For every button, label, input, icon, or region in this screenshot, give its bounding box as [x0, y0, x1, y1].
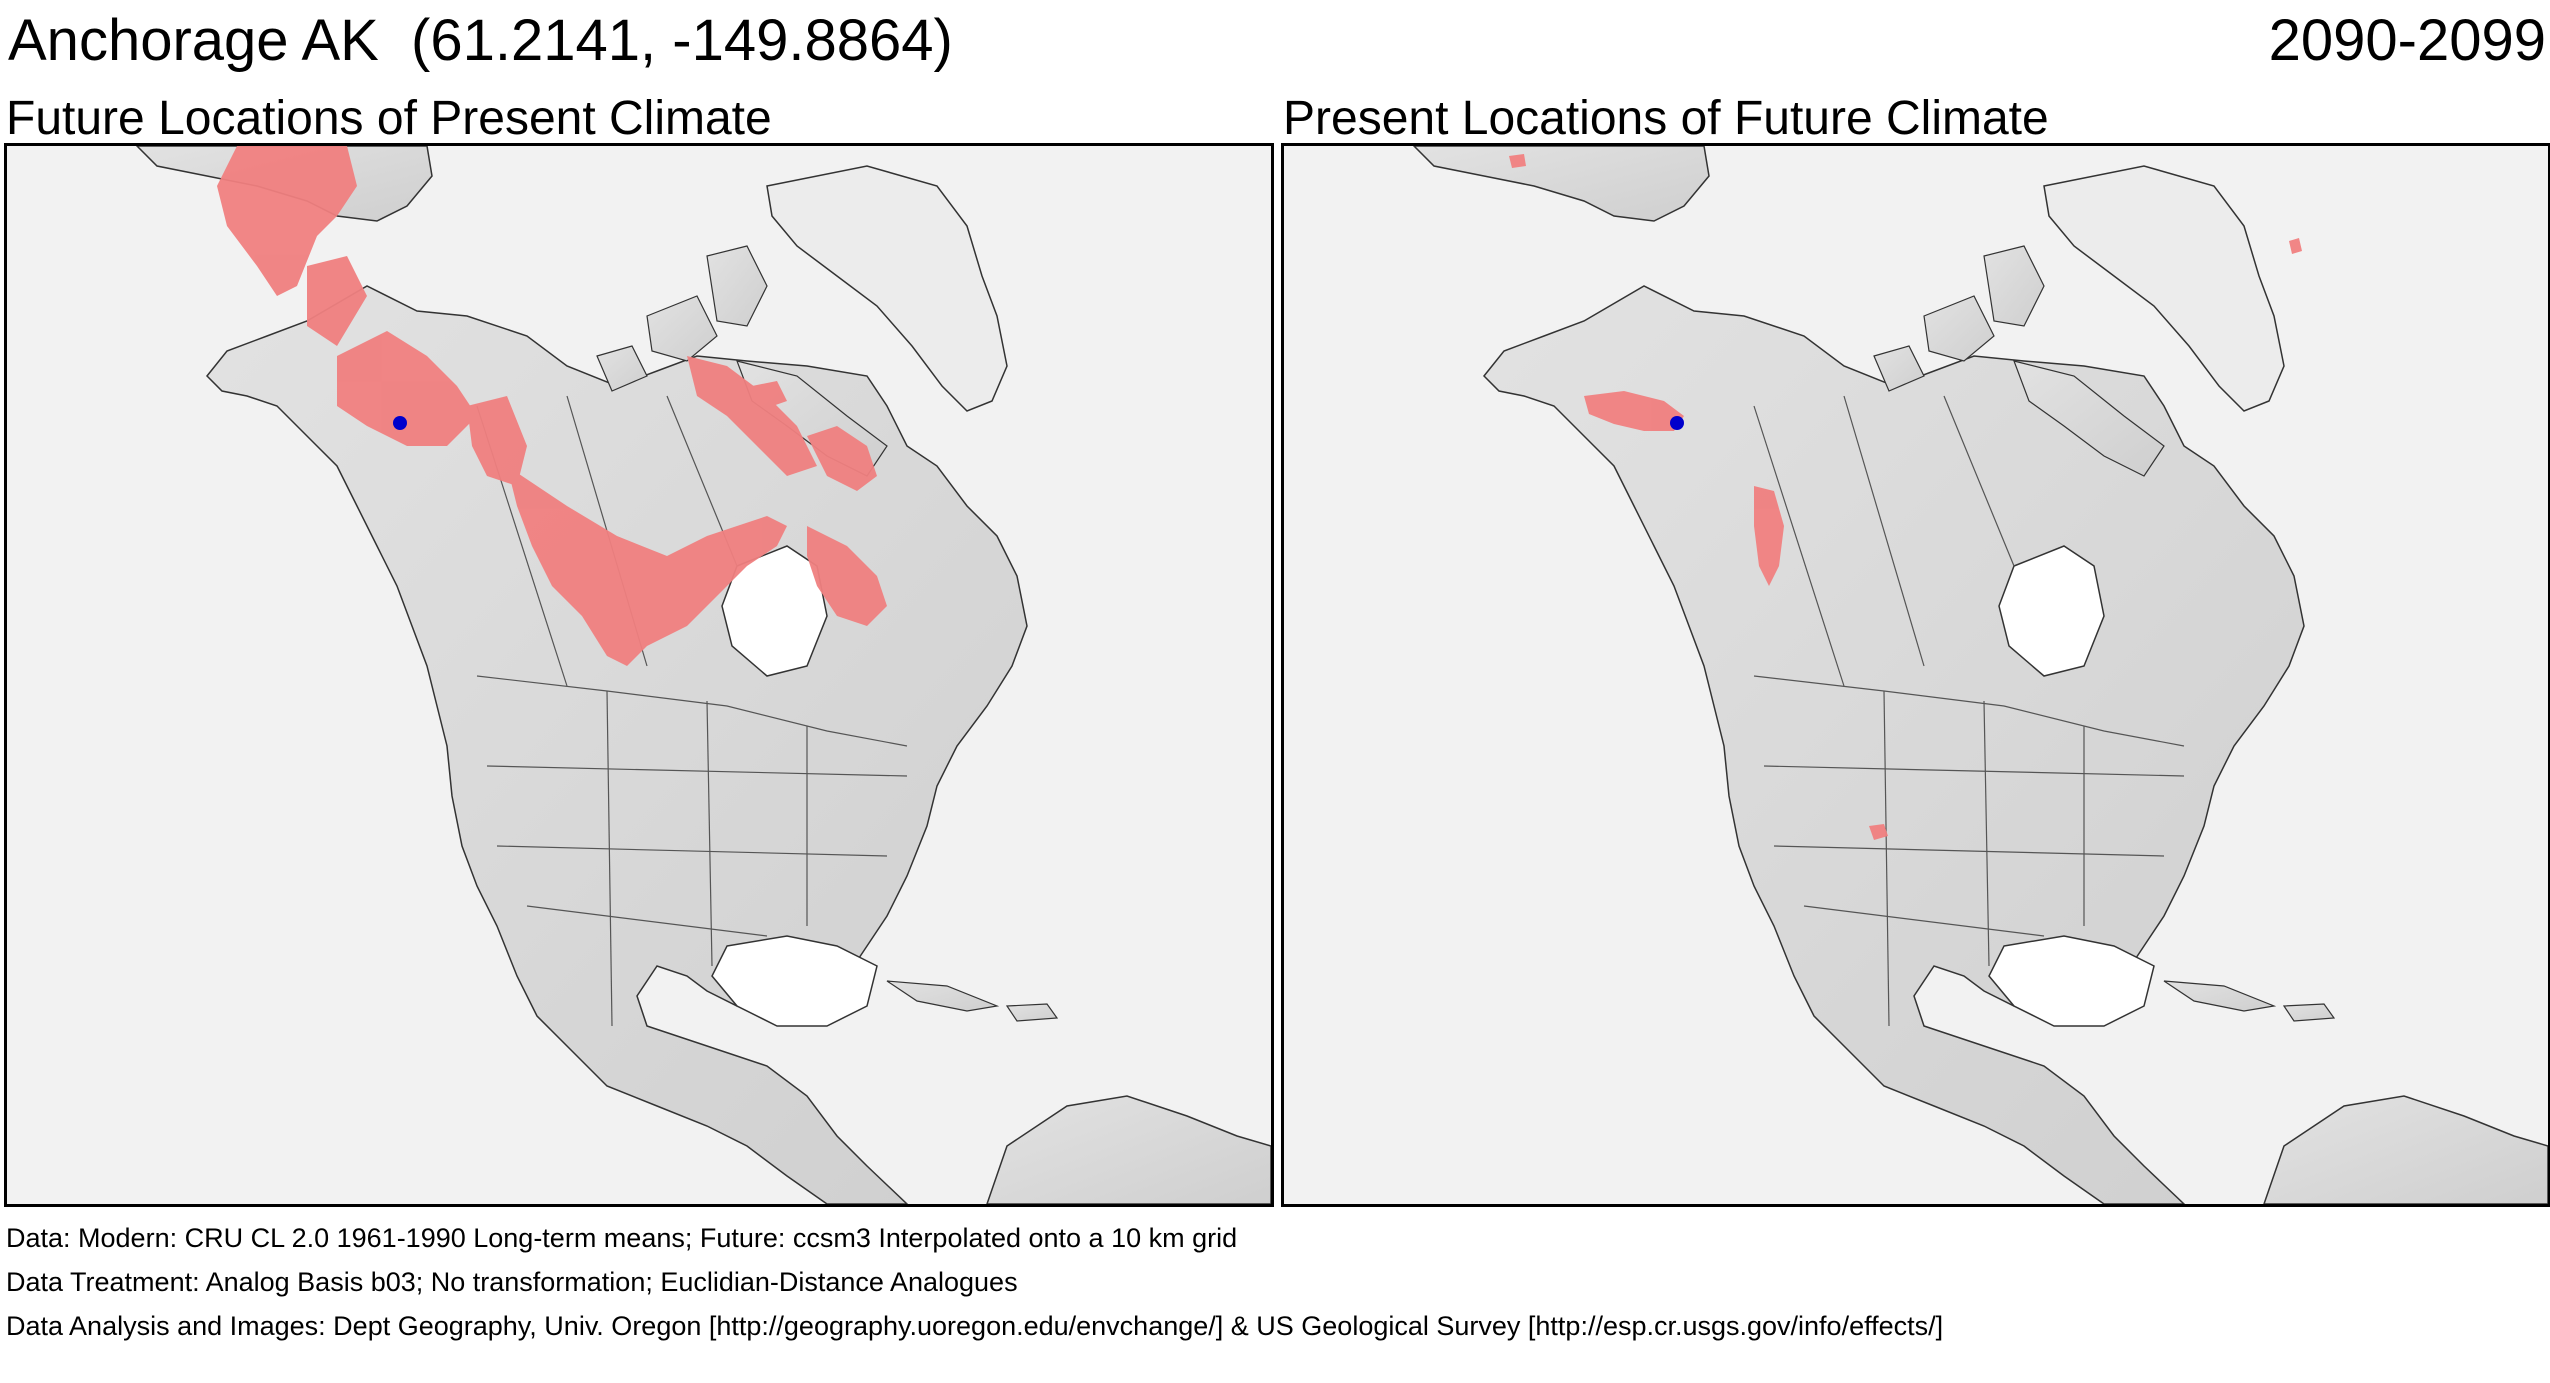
land-arctic-island-2 [646, 295, 718, 362]
period-label: 2090-2099 [2268, 8, 2546, 73]
land-layer [1412, 146, 2548, 1204]
analog-area-yukon [467, 396, 527, 486]
location-dot-icon [393, 416, 407, 430]
water-hudson-bay [721, 545, 828, 677]
map-future-locations [4, 143, 1274, 1207]
land-greenland [2043, 165, 2285, 412]
analog-area-anchorage-coast [1584, 391, 1684, 431]
analog-area-siberia-spot [1509, 154, 1526, 168]
land-south-america [986, 1095, 1271, 1204]
land-hispaniola [1005, 1003, 1059, 1022]
footer-data-analysis: Data Analysis and Images: Dept Geography… [6, 1311, 1944, 1341]
water-gulf-of-mexico [1988, 935, 2155, 1027]
analog-area-bc-coast [1754, 486, 1784, 586]
land-siberia [1412, 146, 1710, 222]
land-arctic-island-1 [706, 245, 768, 327]
land-south-america [2263, 1095, 2548, 1204]
land-cuba [2163, 980, 2277, 1012]
footer-data-treatment: Data Treatment: Analog Basis b03; No tra… [6, 1267, 1018, 1297]
analog-area-quebec [807, 526, 887, 626]
location-title: Anchorage AK (61.2141, -149.8864) [8, 8, 953, 73]
analog-area-kamchatka-strip [307, 256, 367, 346]
analog-area-greenland-coast [752, 381, 787, 408]
analog-area-canada-band [507, 466, 787, 666]
panel-title-future-locations: Future Locations of Present Climate [6, 92, 772, 145]
analog-area-alaska [337, 331, 477, 446]
footer-data-source: Data: Modern: CRU CL 2.0 1961-1990 Long-… [6, 1223, 1238, 1253]
location-dot-icon [1670, 416, 1684, 430]
land-hispaniola [2282, 1003, 2336, 1022]
analog-area-arctic-islands [687, 356, 817, 476]
panel-title-present-locations: Present Locations of Future Climate [1283, 92, 2049, 145]
analog-area-chukotka [217, 146, 357, 296]
map-present-locations [1281, 143, 2550, 1207]
land-baffin-island [2013, 360, 2165, 477]
analog-areas [217, 146, 887, 666]
analog-area-greenland-spot [2289, 238, 2302, 254]
analog-area-baffin [807, 426, 877, 491]
land-cuba [886, 980, 1000, 1012]
water-gulf-of-mexico [711, 935, 878, 1027]
analog-area-colorado-spot [1869, 824, 1888, 840]
political-borders [1753, 395, 2185, 1027]
land-arctic-island-2 [1923, 295, 1995, 362]
land-arctic-island-3 [596, 345, 648, 392]
land-arctic-island-3 [1873, 345, 1925, 392]
water-hudson-bay [1998, 545, 2105, 677]
analog-areas [1509, 154, 2302, 840]
land-arctic-island-1 [1983, 245, 2045, 327]
land-greenland [766, 165, 1008, 412]
